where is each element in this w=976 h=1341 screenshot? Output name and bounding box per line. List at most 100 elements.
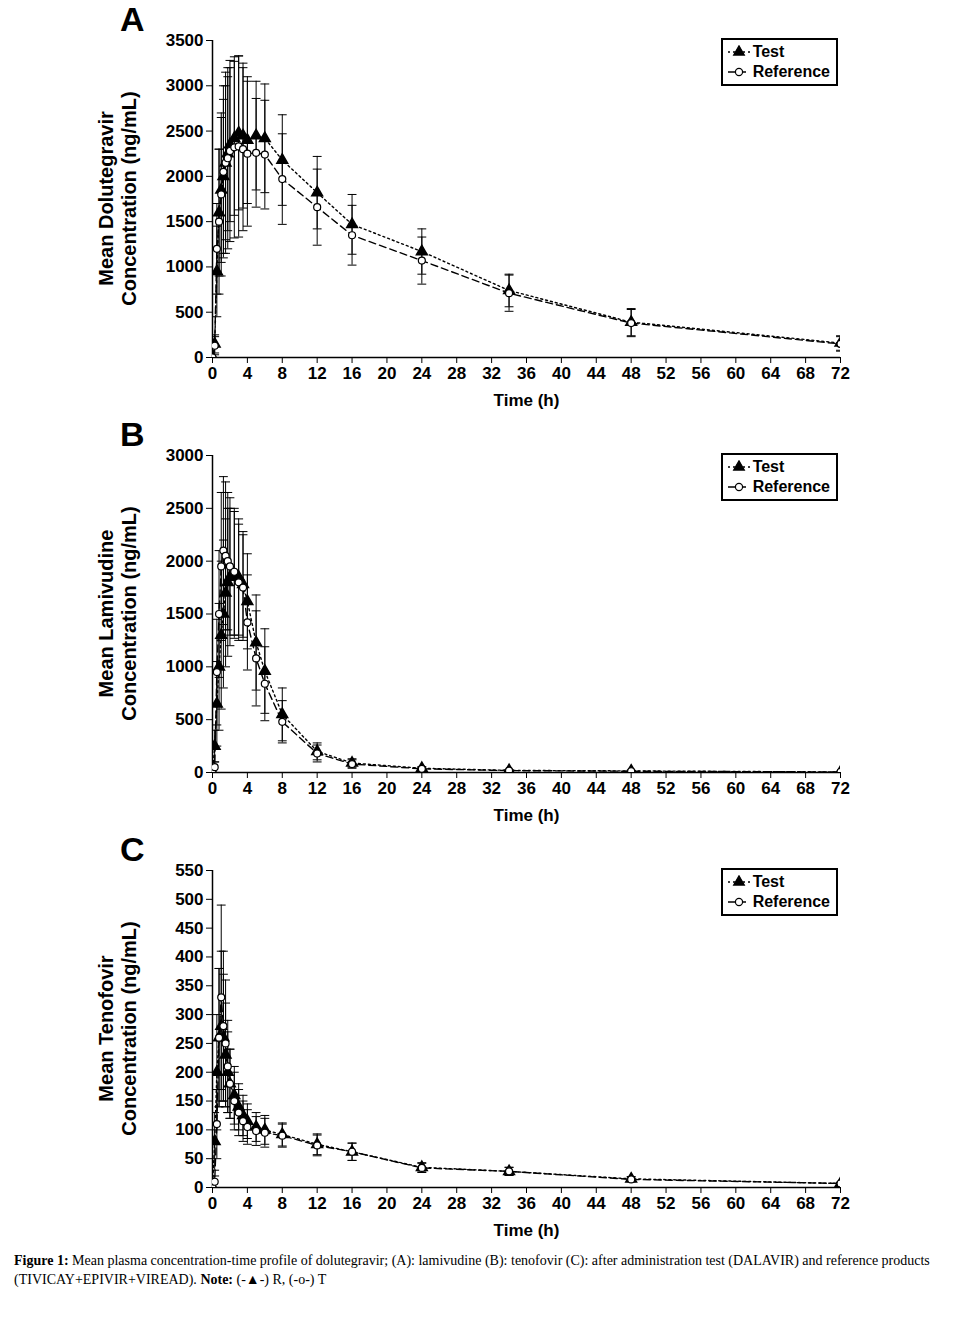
html-text:B: B <box>120 415 145 453</box>
svg-text:450: 450 <box>175 919 203 938</box>
svg-text:50: 50 <box>185 1149 204 1168</box>
svg-text:32: 32 <box>482 364 501 383</box>
svg-text:Mean TenofovirConcentration (n: Mean TenofovirConcentration (ng/mL) <box>95 921 140 1135</box>
svg-text:8: 8 <box>278 364 287 383</box>
svg-text:28: 28 <box>447 1194 466 1213</box>
svg-text:72: 72 <box>831 1194 850 1213</box>
svg-text:2500: 2500 <box>166 499 204 518</box>
svg-text:4: 4 <box>243 779 253 798</box>
svg-text:40: 40 <box>552 779 571 798</box>
svg-text:250: 250 <box>175 1034 203 1053</box>
svg-text:32: 32 <box>482 1194 501 1213</box>
svg-text:20: 20 <box>377 364 396 383</box>
html-text:Figure 1: Mean plasma concentr: Figure 1: Mean plasma concentration-time… <box>14 1253 930 1287</box>
svg-text:48: 48 <box>622 779 641 798</box>
svg-text:20: 20 <box>377 779 396 798</box>
svg-text:3000: 3000 <box>166 76 204 95</box>
svg-text:56: 56 <box>691 364 710 383</box>
svg-text:16: 16 <box>343 364 362 383</box>
svg-text:44: 44 <box>587 779 606 798</box>
html-text:Reference: Reference <box>752 478 830 495</box>
svg-text:Time (h): Time (h) <box>494 391 560 410</box>
svg-text:400: 400 <box>175 947 203 966</box>
svg-text:60: 60 <box>726 779 745 798</box>
svg-text:32: 32 <box>482 779 501 798</box>
html-text:Reference: Reference <box>752 63 830 80</box>
svg-text:0: 0 <box>194 348 203 367</box>
svg-text:48: 48 <box>622 1194 641 1213</box>
html-text:Reference: Reference <box>752 893 830 910</box>
svg-text:24: 24 <box>412 1194 431 1213</box>
svg-text:16: 16 <box>343 1194 362 1213</box>
svg-text:1000: 1000 <box>166 257 204 276</box>
svg-text:1000: 1000 <box>166 657 204 676</box>
svg-text:200: 200 <box>175 1063 203 1082</box>
svg-text:3500: 3500 <box>166 31 204 50</box>
svg-text:8: 8 <box>278 1194 287 1213</box>
svg-text:52: 52 <box>657 779 676 798</box>
svg-text:500: 500 <box>175 890 203 909</box>
svg-text:550: 550 <box>175 861 203 880</box>
svg-text:1500: 1500 <box>166 604 204 623</box>
svg-text:28: 28 <box>447 364 466 383</box>
svg-text:Mean LamivudineConcentration (: Mean LamivudineConcentration (ng/mL) <box>95 506 140 720</box>
svg-text:100: 100 <box>175 1120 203 1139</box>
svg-text:12: 12 <box>308 779 327 798</box>
svg-text:64: 64 <box>761 1194 780 1213</box>
svg-text:24: 24 <box>412 779 431 798</box>
svg-text:52: 52 <box>657 1194 676 1213</box>
svg-text:28: 28 <box>447 779 466 798</box>
svg-text:2500: 2500 <box>166 122 204 141</box>
svg-text:1500: 1500 <box>166 212 204 231</box>
svg-text:3000: 3000 <box>166 446 204 465</box>
svg-text:44: 44 <box>587 1194 606 1213</box>
svg-text:52: 52 <box>657 364 676 383</box>
svg-text:0: 0 <box>208 779 217 798</box>
svg-text:12: 12 <box>308 364 327 383</box>
svg-text:60: 60 <box>726 1194 745 1213</box>
svg-text:500: 500 <box>175 710 203 729</box>
svg-text:2000: 2000 <box>166 552 204 571</box>
svg-text:2000: 2000 <box>166 167 204 186</box>
svg-text:Time (h): Time (h) <box>494 1221 560 1240</box>
svg-text:56: 56 <box>691 1194 710 1213</box>
svg-text:Time (h): Time (h) <box>494 806 560 825</box>
svg-text:68: 68 <box>796 779 815 798</box>
svg-text:0: 0 <box>208 1194 217 1213</box>
svg-text:8: 8 <box>278 779 287 798</box>
svg-text:12: 12 <box>308 1194 327 1213</box>
svg-text:24: 24 <box>412 364 431 383</box>
svg-text:4: 4 <box>243 364 253 383</box>
html-text:Test: Test <box>752 873 785 890</box>
svg-text:64: 64 <box>761 779 780 798</box>
svg-text:68: 68 <box>796 364 815 383</box>
svg-text:48: 48 <box>622 364 641 383</box>
svg-text:300: 300 <box>175 1005 203 1024</box>
svg-text:20: 20 <box>377 1194 396 1213</box>
svg-text:36: 36 <box>517 779 536 798</box>
svg-text:56: 56 <box>691 779 710 798</box>
svg-text:500: 500 <box>175 303 203 322</box>
svg-text:44: 44 <box>587 364 606 383</box>
svg-text:0: 0 <box>194 1178 203 1197</box>
svg-text:Mean DolutegravirConcentration: Mean DolutegravirConcentration (ng/mL) <box>95 91 140 305</box>
svg-text:350: 350 <box>175 976 203 995</box>
svg-text:68: 68 <box>796 1194 815 1213</box>
svg-text:16: 16 <box>343 779 362 798</box>
svg-text:36: 36 <box>517 364 536 383</box>
svg-text:40: 40 <box>552 364 571 383</box>
svg-text:72: 72 <box>831 779 850 798</box>
svg-text:64: 64 <box>761 364 780 383</box>
html-text:Test: Test <box>752 458 785 475</box>
svg-text:150: 150 <box>175 1091 203 1110</box>
html-text:C: C <box>120 830 145 868</box>
svg-text:4: 4 <box>243 1194 253 1213</box>
html-text:A: A <box>120 0 145 38</box>
html-text:Test: Test <box>752 43 785 60</box>
svg-text:0: 0 <box>208 364 217 383</box>
svg-text:60: 60 <box>726 364 745 383</box>
svg-text:36: 36 <box>517 1194 536 1213</box>
svg-text:0: 0 <box>194 763 203 782</box>
svg-text:40: 40 <box>552 1194 571 1213</box>
svg-text:72: 72 <box>831 364 850 383</box>
